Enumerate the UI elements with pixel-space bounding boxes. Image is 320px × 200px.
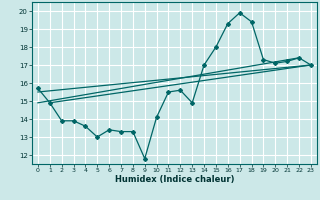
X-axis label: Humidex (Indice chaleur): Humidex (Indice chaleur) [115,175,234,184]
